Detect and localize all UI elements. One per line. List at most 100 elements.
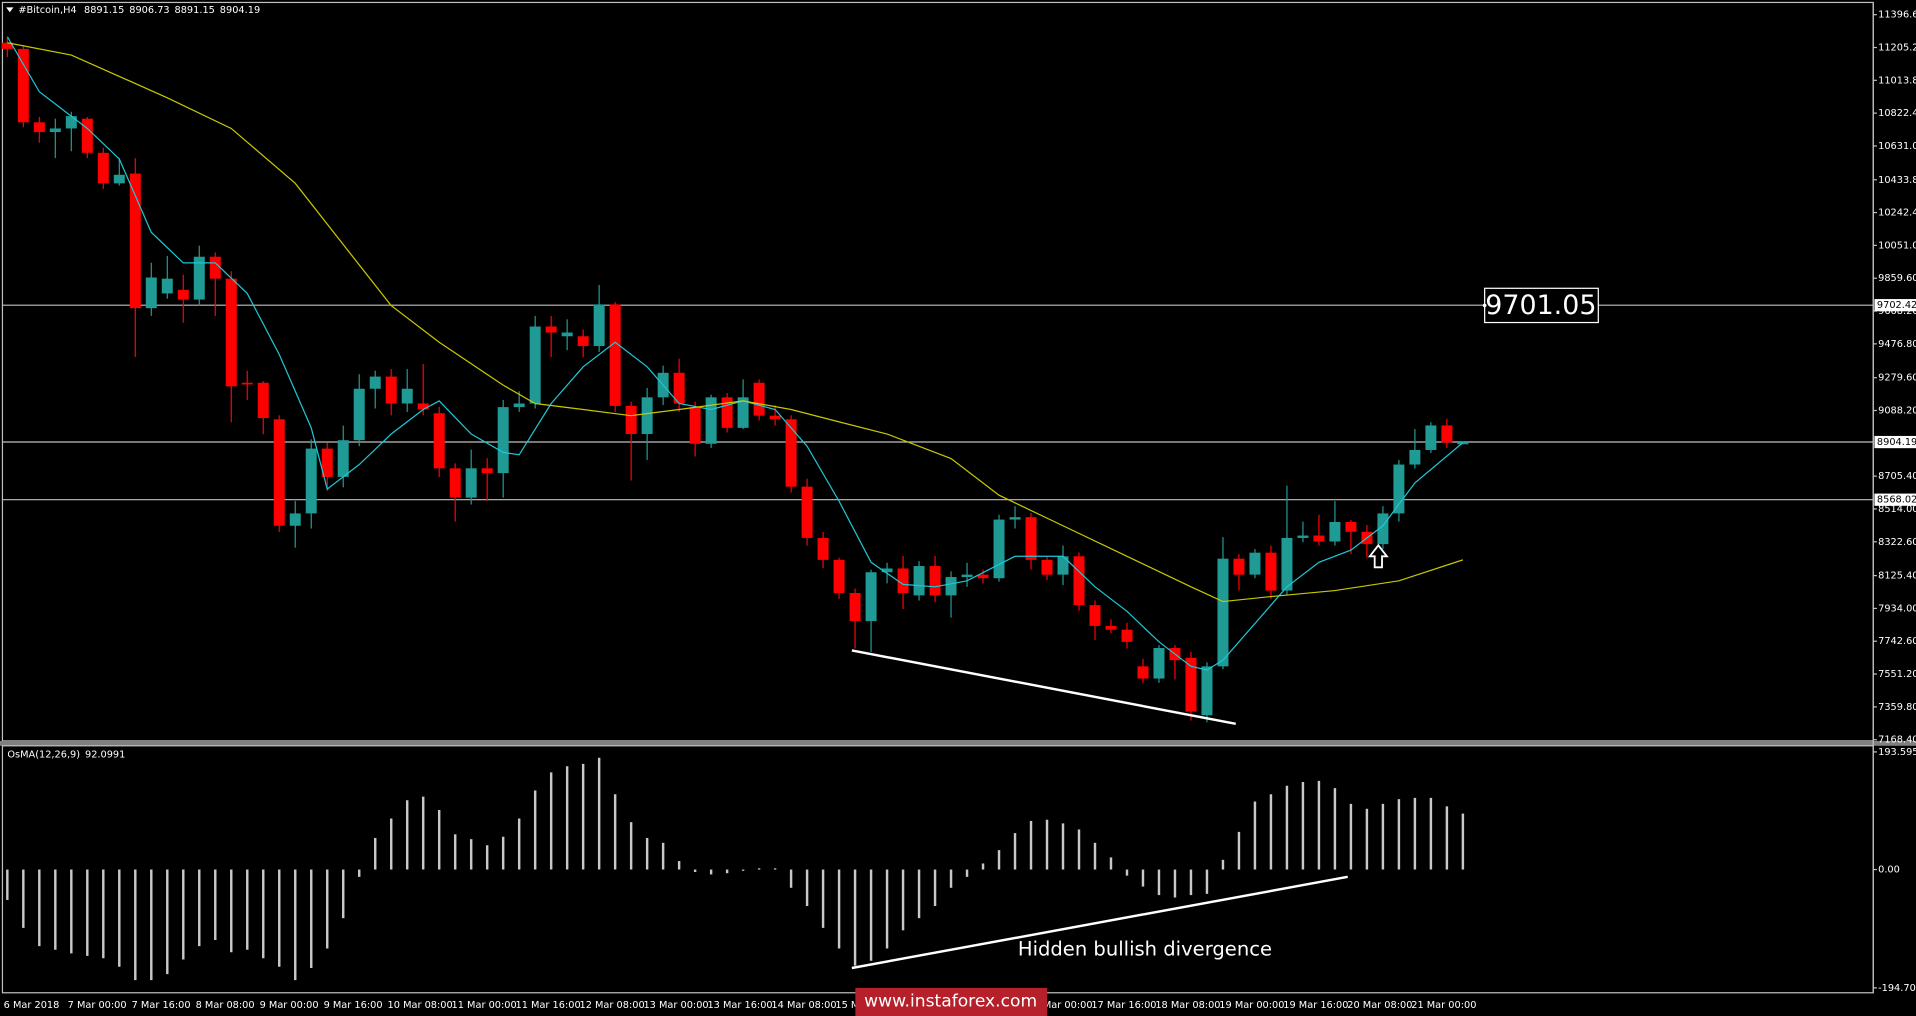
candle-body bbox=[945, 577, 957, 596]
candle-body bbox=[673, 372, 685, 404]
candle-body bbox=[881, 568, 893, 573]
y-tick-label: 9476.80 bbox=[1878, 339, 1916, 350]
candle-body bbox=[337, 440, 349, 477]
candle-body bbox=[705, 397, 717, 444]
candle-body bbox=[561, 332, 573, 337]
candle-body bbox=[161, 278, 173, 294]
x-tick-label: 10 Mar 08:00 bbox=[388, 1000, 453, 1011]
candle-body bbox=[193, 256, 205, 300]
x-tick-label: 12 Mar 08:00 bbox=[579, 1000, 644, 1011]
candle-body bbox=[865, 572, 877, 622]
candle-body bbox=[257, 382, 269, 419]
price-line-box bbox=[1874, 435, 1916, 449]
x-tick-label: 21 Mar 00:00 bbox=[1411, 1000, 1476, 1011]
candle-body bbox=[145, 277, 157, 309]
candle-body bbox=[1041, 559, 1053, 575]
candle-body bbox=[241, 382, 253, 385]
x-tick-label: 11 Mar 16:00 bbox=[516, 1000, 581, 1011]
last-low: 8891.15 bbox=[175, 5, 215, 16]
x-tick-label: 7 Mar 16:00 bbox=[132, 1000, 191, 1011]
candle-body bbox=[1313, 535, 1325, 542]
candle-body bbox=[113, 174, 125, 184]
y-tick-label: 9088.20 bbox=[1878, 405, 1916, 416]
candle-body bbox=[1073, 556, 1085, 606]
candle-body bbox=[1297, 535, 1309, 538]
x-tick-label: 20 Mar 08:00 bbox=[1347, 1000, 1412, 1011]
price-line-label: 9702.42 bbox=[1877, 300, 1916, 311]
candle-body bbox=[545, 326, 557, 333]
candle-body bbox=[1393, 464, 1405, 514]
candle-body bbox=[1281, 537, 1293, 591]
candle-body bbox=[1009, 517, 1021, 520]
candle-body bbox=[65, 116, 77, 129]
y-tick-label: 7359.80 bbox=[1878, 702, 1916, 713]
y-tick-label: 11013.80 bbox=[1878, 75, 1916, 86]
candle-body bbox=[609, 304, 621, 406]
candle-body bbox=[449, 468, 461, 498]
last-open: 8891.15 bbox=[84, 5, 124, 16]
x-tick-label: 19 Mar 00:00 bbox=[1219, 1000, 1284, 1011]
up-arrow bbox=[1367, 543, 1389, 569]
candle-body bbox=[625, 405, 637, 435]
y-tick-label: 0.00 bbox=[1878, 865, 1900, 876]
price-annotation-dot bbox=[1482, 303, 1487, 308]
candle-body bbox=[417, 403, 429, 410]
candle-body bbox=[753, 382, 765, 416]
candle-body bbox=[17, 48, 29, 123]
candle-body bbox=[289, 513, 301, 526]
chart-header: #Bitcoin,H4 8891.15 8906.73 8891.15 8904.19 bbox=[18, 5, 260, 16]
candle-body bbox=[1057, 556, 1069, 575]
price-annotation: 9701.05 bbox=[1485, 290, 1596, 321]
candle-body bbox=[1329, 521, 1341, 542]
candle-body bbox=[305, 448, 317, 514]
candle-body bbox=[321, 448, 333, 477]
candle-body bbox=[769, 415, 781, 420]
watermark: www.instaforex.com bbox=[864, 991, 1037, 1011]
candle-body bbox=[353, 388, 365, 441]
candle-body bbox=[1, 42, 13, 49]
x-tick-label: 6 Mar 2018 bbox=[4, 1000, 60, 1011]
candle-body bbox=[273, 419, 285, 526]
candle-body bbox=[577, 336, 589, 347]
candle-body bbox=[833, 559, 845, 593]
moving-average bbox=[6, 36, 1464, 671]
x-tick-label: 13 Mar 00:00 bbox=[643, 1000, 708, 1011]
candle-body bbox=[1121, 629, 1133, 642]
x-tick-label: 8 Mar 08:00 bbox=[196, 1000, 255, 1011]
candle-body bbox=[433, 413, 445, 469]
candle-body bbox=[209, 256, 221, 279]
last-close: 8904.19 bbox=[220, 5, 260, 16]
y-tick-label: 11396.60 bbox=[1878, 10, 1916, 21]
candle-body bbox=[81, 118, 93, 153]
candle-body bbox=[481, 468, 493, 474]
price-line-box bbox=[1874, 299, 1916, 312]
y-tick-label: 7934.00 bbox=[1878, 603, 1916, 614]
candle-body bbox=[369, 376, 381, 389]
y-tick-label: 9668.20 bbox=[1878, 306, 1916, 317]
candle-body bbox=[1409, 449, 1421, 465]
divergence-annotation: Hidden bullish divergence bbox=[1018, 937, 1272, 960]
x-tick-label: 13 Mar 16:00 bbox=[707, 1000, 772, 1011]
candle-body bbox=[785, 419, 797, 487]
candle-body bbox=[1153, 648, 1165, 679]
last-high: 8906.73 bbox=[129, 5, 169, 16]
candle-body bbox=[1233, 558, 1245, 575]
y-tick-label: 10242.40 bbox=[1878, 208, 1916, 219]
candle-body bbox=[1025, 517, 1037, 560]
y-tick-label: 7551.20 bbox=[1878, 669, 1916, 680]
candle-body bbox=[497, 407, 509, 474]
oscillator-name: OsMA(12,26,9) bbox=[7, 749, 80, 760]
x-tick-label: 17 Mar 00:00 bbox=[1027, 1000, 1092, 1011]
x-tick-label: 11 Mar 00:00 bbox=[452, 1000, 517, 1011]
x-tick-label: 18 Mar 08:00 bbox=[1155, 1000, 1220, 1011]
candle-body bbox=[225, 278, 237, 387]
oscillator-header: OsMA(12,26,9) 92.0991 bbox=[7, 749, 125, 760]
x-tick-label: 9 Mar 00:00 bbox=[260, 1000, 319, 1011]
y-tick-label: 10631.00 bbox=[1878, 141, 1916, 152]
price-line-box bbox=[1874, 493, 1916, 506]
candle-body bbox=[1185, 657, 1197, 712]
candle-body bbox=[913, 566, 925, 596]
candle-body bbox=[1201, 666, 1213, 716]
